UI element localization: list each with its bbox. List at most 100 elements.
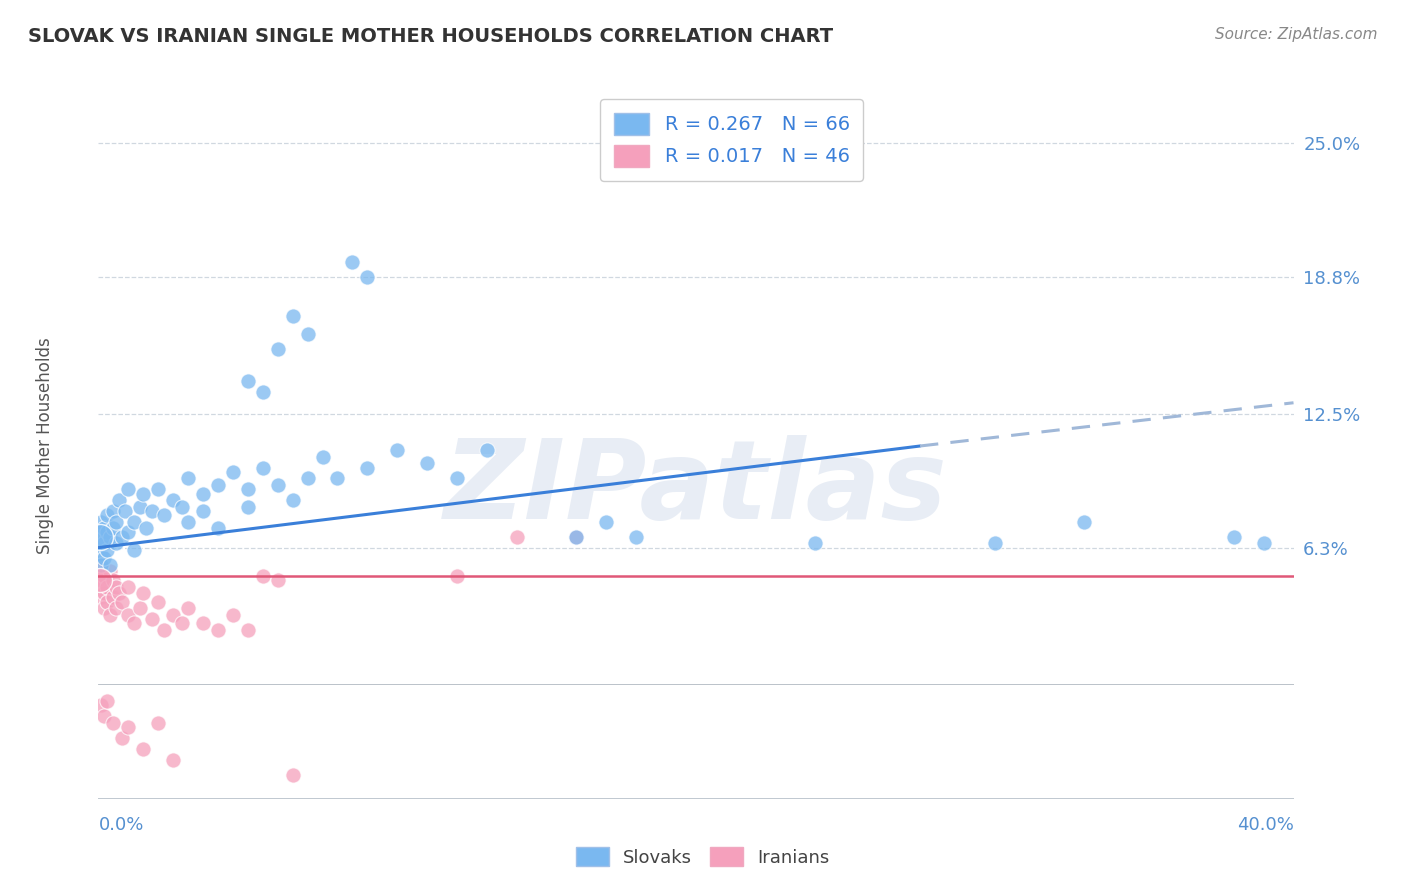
Point [207,623,229,637]
Point [141,612,163,626]
Point [1253,536,1275,550]
Point [100,558,122,572]
Point [100,565,122,579]
Point [207,521,229,535]
Point [105,515,128,529]
Point [416,456,439,470]
Point [177,601,200,615]
Point [90,558,112,572]
Legend: R = 0.267   N = 66, R = 0.017   N = 46: R = 0.267 N = 66, R = 0.017 N = 46 [600,99,863,181]
Point [804,536,827,550]
Point [124,515,146,529]
Point [162,607,184,622]
Point [114,504,136,518]
Point [236,623,259,637]
Point [117,720,139,734]
Point [148,715,170,730]
Point [96,694,118,708]
Point [162,753,184,767]
Point [89,573,111,587]
Point [342,255,364,269]
Point [96,508,118,523]
Point [281,493,304,508]
Point [153,508,176,523]
Point [108,493,131,508]
Point [153,623,176,637]
Point [93,601,115,615]
Point [475,443,498,458]
Point [297,471,319,485]
Point [111,530,134,544]
Point [100,607,122,622]
Point [90,591,112,605]
Point [236,374,259,388]
Point [281,767,304,781]
Text: Source: ZipAtlas.com: Source: ZipAtlas.com [1215,27,1378,42]
Point [90,698,112,713]
Point [565,530,588,544]
Legend: Slovaks, Iranians: Slovaks, Iranians [569,840,837,874]
Point [108,586,131,600]
Point [595,515,617,529]
Point [111,595,134,609]
Point [129,601,152,615]
Point [236,500,259,514]
Point [222,465,245,479]
Point [132,586,155,600]
Point [89,530,111,544]
Point [135,521,157,535]
Text: 40.0%: 40.0% [1237,816,1294,834]
Point [506,530,529,544]
Point [93,586,115,600]
Point [117,580,139,594]
Point [100,530,122,544]
Point [111,731,134,745]
Point [90,558,112,572]
Point [565,530,588,544]
Point [148,482,170,496]
Point [446,471,468,485]
Point [124,616,146,631]
Point [267,342,290,356]
Point [626,530,648,544]
Point [93,709,115,723]
Point [90,573,112,587]
Point [117,482,139,496]
Point [105,601,128,615]
Point [162,493,184,508]
Point [222,607,245,622]
Point [267,478,290,492]
Point [252,568,274,582]
Point [141,504,163,518]
Point [172,500,194,514]
Point [103,573,125,587]
Point [252,460,274,475]
Point [236,482,259,496]
Point [90,547,112,561]
Point [191,486,214,500]
Point [124,542,146,557]
Point [93,536,115,550]
Point [132,486,155,500]
Point [191,504,214,518]
Point [297,326,319,341]
Text: SLOVAK VS IRANIAN SINGLE MOTHER HOUSEHOLDS CORRELATION CHART: SLOVAK VS IRANIAN SINGLE MOTHER HOUSEHOL… [28,27,834,45]
Point [117,525,139,540]
Point [281,310,304,324]
Point [148,595,170,609]
Point [177,471,200,485]
Point [96,525,118,540]
Point [356,270,378,285]
Point [191,616,214,631]
Point [103,591,125,605]
Point [103,521,125,535]
Point [177,515,200,529]
Point [105,580,128,594]
Text: ZIPatlas: ZIPatlas [444,435,948,542]
Point [93,568,115,582]
Point [446,568,468,582]
Point [96,580,118,594]
Point [96,595,118,609]
Point [117,607,139,622]
Point [103,504,125,518]
